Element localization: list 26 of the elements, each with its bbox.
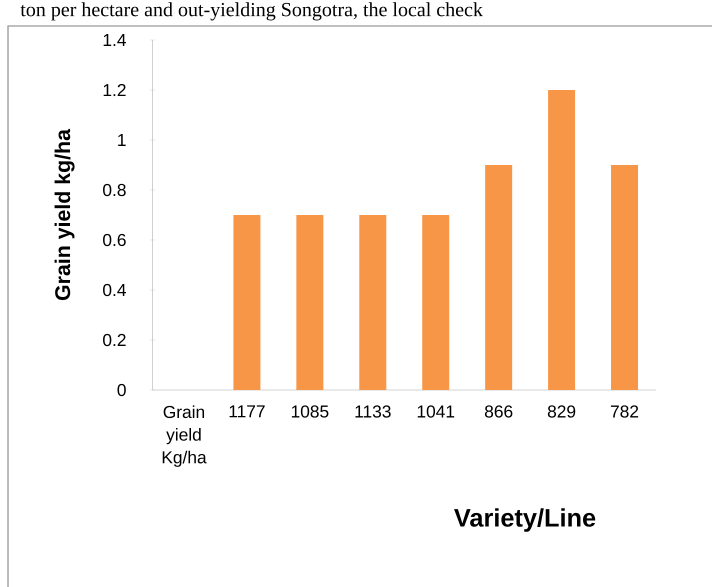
y-tick-label: 0.8: [103, 184, 126, 196]
x-tick-label: 829: [548, 405, 576, 418]
bar: [296, 215, 324, 390]
x-tick-label: 1177: [230, 405, 265, 418]
x-tick-label: 1041: [418, 405, 454, 418]
x-tick-label: 782: [610, 405, 638, 418]
x-tick-label: 1133: [355, 405, 391, 418]
x-tick-label: 866: [484, 405, 512, 418]
x-tick-label: 1085: [292, 405, 328, 418]
bar: [485, 165, 512, 390]
bar: [611, 165, 638, 390]
x-tick-label: Grain yield Kg/ha: [162, 405, 207, 467]
y-tick-label: 1.4: [104, 34, 126, 46]
bar: [233, 215, 260, 390]
x-axis-title: Variety/Line: [454, 508, 596, 532]
bar: [422, 215, 450, 390]
y-axis-title: Grain yield kg/ha: [54, 128, 75, 300]
y-tick-label: 0.6: [103, 234, 126, 246]
y-tick-label: 1.2: [104, 84, 126, 96]
y-tick-label: 0: [118, 384, 126, 396]
text: ton per hectare and out-yielding Songotra, the local check: [20, 2, 483, 20]
y-tick-label: 0.4: [103, 284, 126, 296]
y-tick-label: 0.2: [103, 334, 126, 346]
y-tick-label: 1: [118, 134, 126, 146]
bar: [359, 215, 386, 390]
bar: [548, 90, 576, 390]
